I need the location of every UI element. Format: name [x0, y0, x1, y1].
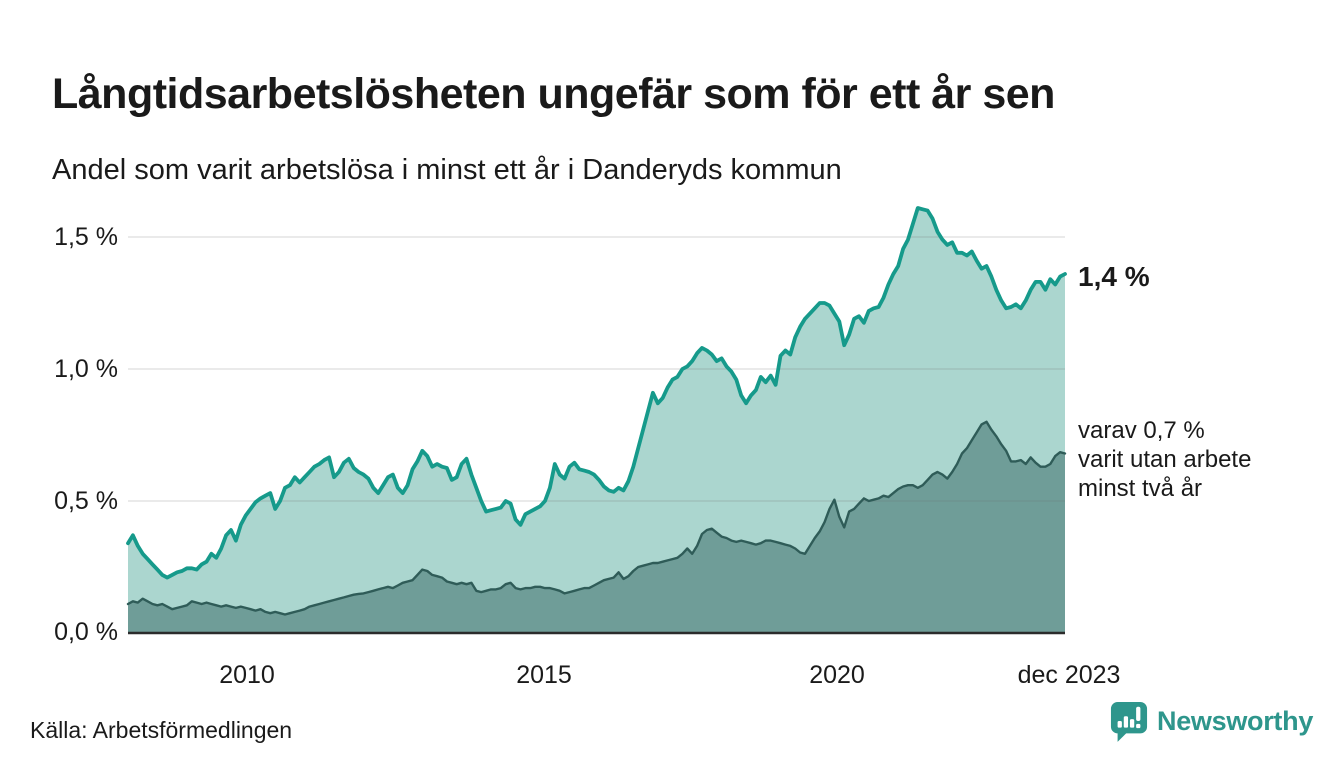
annotation-line-1: varav 0,7 %	[1078, 417, 1205, 444]
newsworthy-brand-lockup: Newsworthy	[1110, 701, 1313, 742]
y-axis-tick-1-0: 1,0 %	[54, 355, 118, 383]
total-line	[126, 206, 1067, 580]
y-axis-tick-0-5: 0,5 %	[54, 487, 118, 515]
annotation-line-2: varit utan arbete	[1078, 446, 1252, 473]
series-two-plus-end-annotation: varav 0,7 % varit utan arbete minst två …	[1078, 416, 1251, 503]
chart-subtitle: Andel som varit arbetslösa i minst ett å…	[52, 154, 842, 186]
x-axis-tick-2020: 2020	[809, 661, 865, 689]
x-axis-tick-2015: 2015	[516, 661, 572, 689]
x-axis-tick-2010: 2010	[219, 661, 275, 689]
y-axis-tick-1-5: 1,5 %	[54, 223, 118, 251]
newsworthy-brand-name: Newsworthy	[1157, 706, 1314, 736]
y-axis-tick-0-0: 0,0 %	[54, 618, 118, 646]
page-title: Långtidsarbetslösheten ungefär som för e…	[52, 69, 1055, 118]
x-axis-tick-dec-2023: dec 2023	[1017, 661, 1121, 689]
two-plus-line	[126, 420, 1067, 616]
two-plus-area-fill	[128, 421, 1065, 633]
source-attribution: Källa: Arbetsförmedlingen	[30, 717, 293, 743]
newsworthy-logo-icon	[1110, 701, 1148, 742]
annotation-line-3: minst två år	[1078, 475, 1203, 502]
series-total-end-value-label: 1,4 %	[1078, 261, 1150, 292]
